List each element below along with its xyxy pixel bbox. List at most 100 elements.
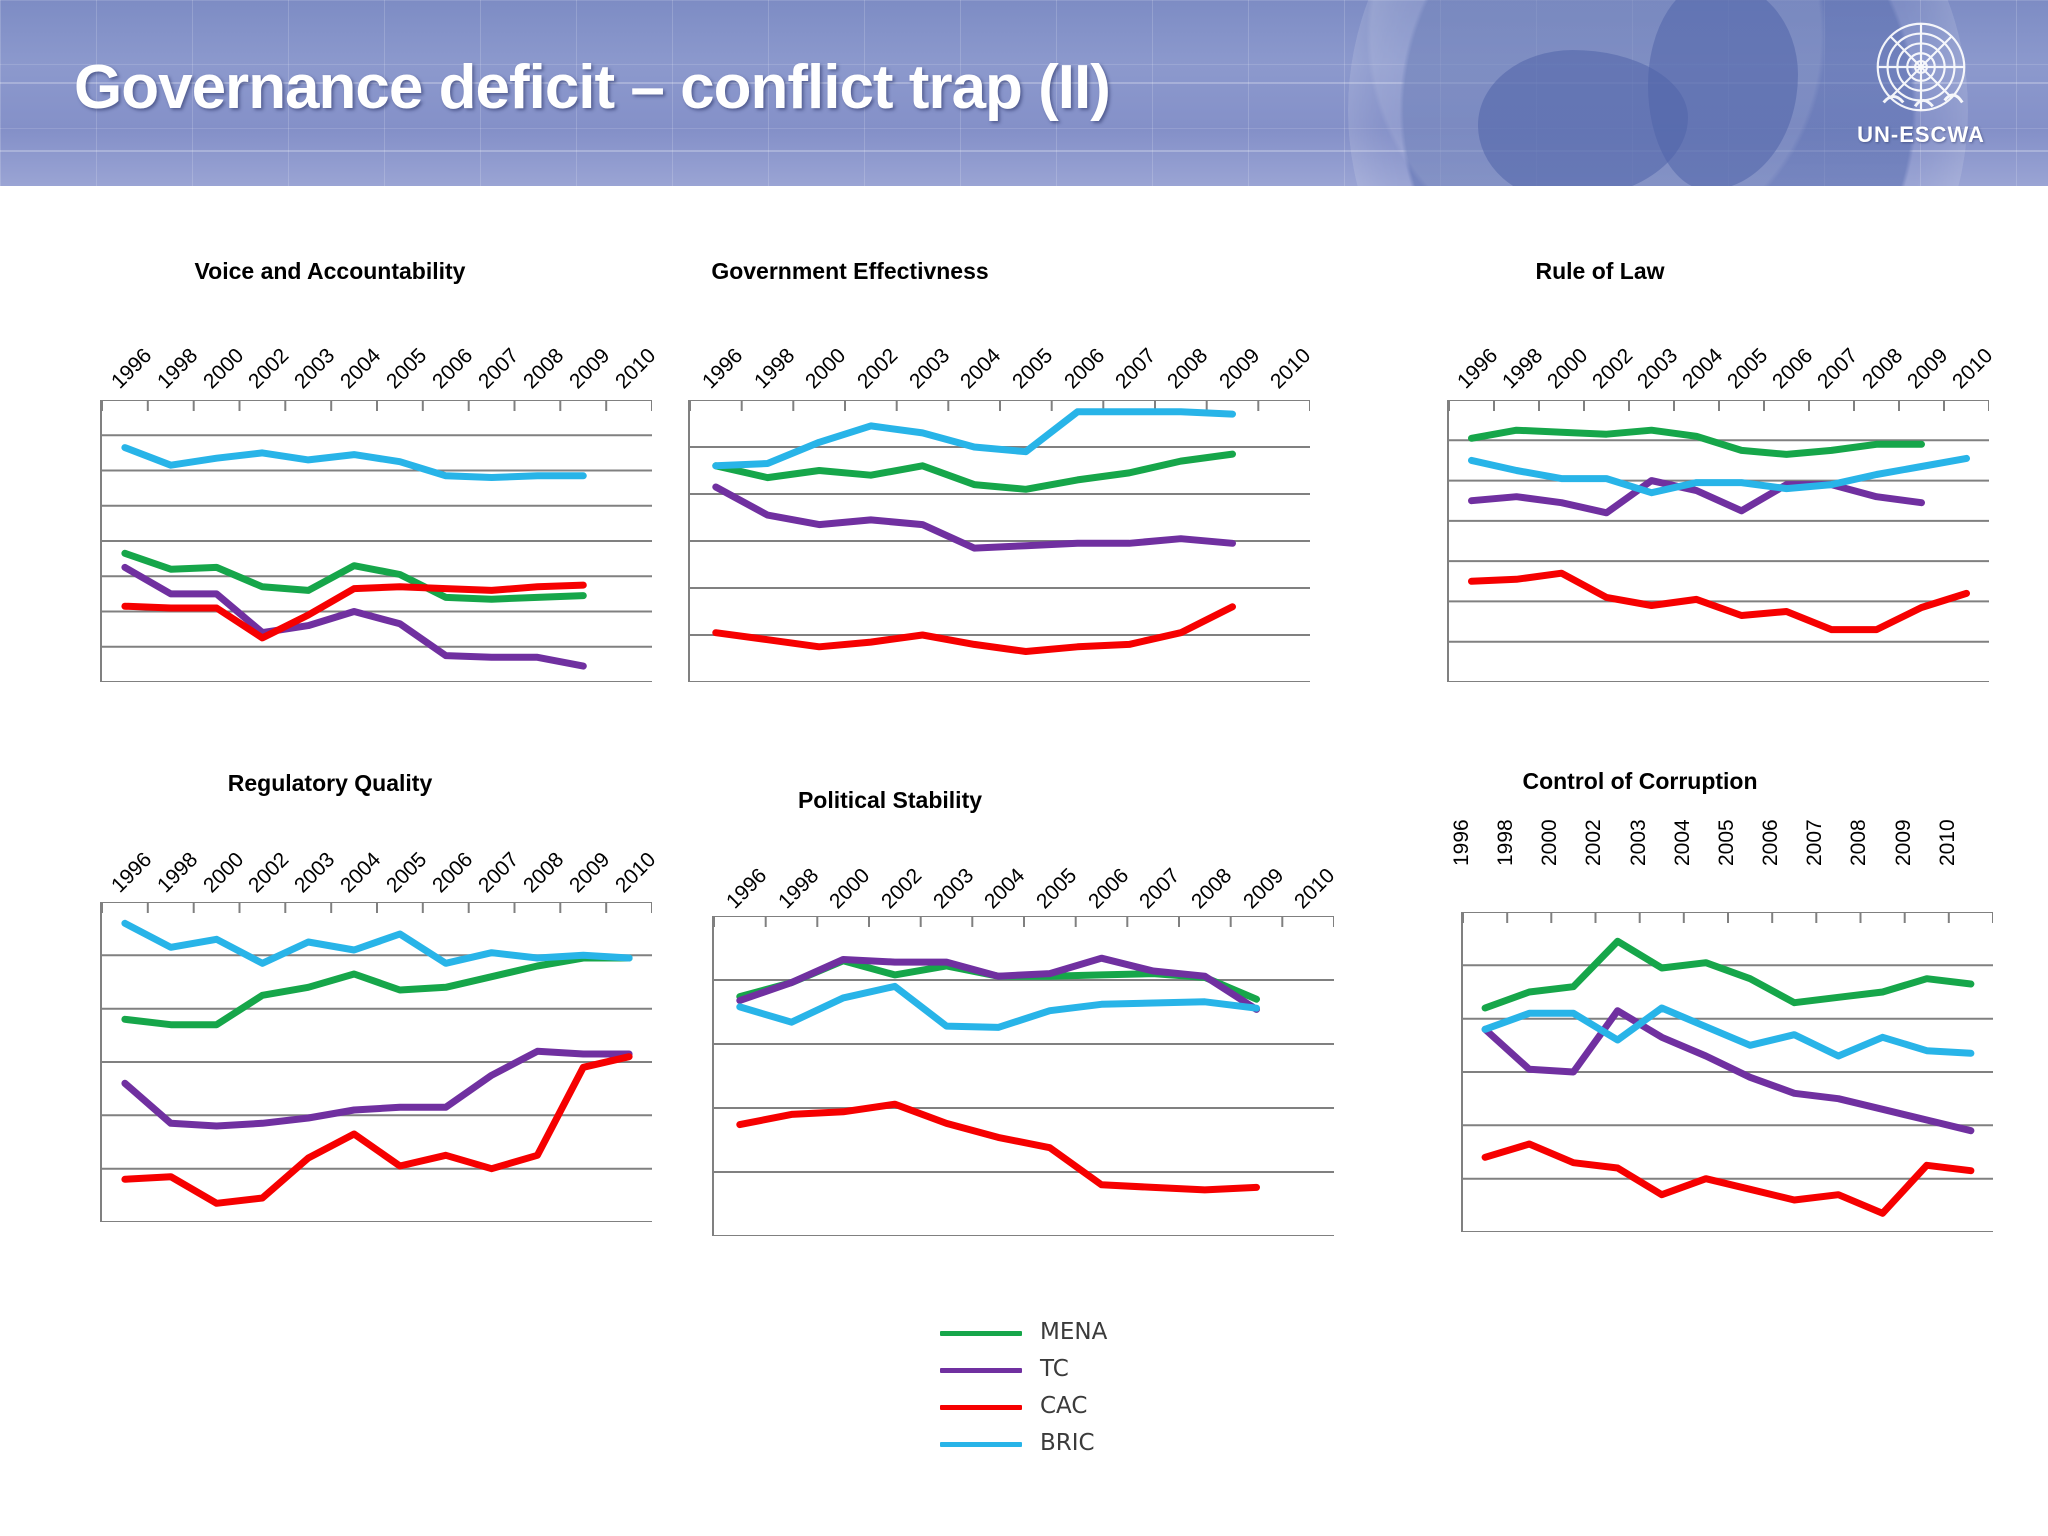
x-tick-label: 2002 <box>1582 819 1606 866</box>
x-tick-label: 2009 <box>1903 343 1953 394</box>
plot-area-voice-and-accountability <box>100 400 652 682</box>
series-line-tc <box>736 954 1260 1013</box>
x-tick-label: 2008 <box>519 847 569 898</box>
slide-header: Governance deficit – conflict trap (II) <box>0 0 2048 186</box>
series-line-mena <box>1468 426 1925 458</box>
legend-item-bric: BRIC <box>940 1426 1260 1463</box>
x-tick-label: 2003 <box>928 863 978 914</box>
x-tick-label: 1996 <box>1449 819 1473 866</box>
x-tick-label: 2002 <box>852 343 903 394</box>
x-tick-label: 2009 <box>1891 819 1915 866</box>
series-line-tc <box>1481 1007 1975 1135</box>
chart-title-voice-and-accountability: Voice and Accountability <box>194 258 466 284</box>
legend-item-cac: CAC <box>940 1389 1260 1426</box>
legend-swatch-mena <box>940 1331 1022 1336</box>
series-line-mena <box>121 549 587 603</box>
x-tick-label: 2006 <box>427 847 477 898</box>
chart-title-rule-of-law: Rule of Law <box>1535 258 1665 284</box>
x-tick-label: 1998 <box>749 343 799 394</box>
series-line-cac <box>121 1053 633 1207</box>
chart-title-government-effectivness: Government Effectivness <box>711 258 989 284</box>
x-tick-label: 2004 <box>980 863 1030 914</box>
header-band <box>0 82 2048 84</box>
plot-area-government-effectivness <box>688 400 1310 682</box>
series-line-cac <box>121 581 587 642</box>
x-tick-label: 2005 <box>1007 343 1058 394</box>
x-tick-label: 2006 <box>1083 863 1133 914</box>
x-tick-label: 2009 <box>565 343 615 394</box>
series-line-cac <box>1481 1140 1975 1217</box>
series-line-tc <box>121 563 587 670</box>
legend-item-mena: MENA <box>940 1315 1260 1352</box>
x-tick-label: 1996 <box>106 343 157 394</box>
x-tick-label: 2004 <box>336 847 386 898</box>
x-tick-label: 2004 <box>1670 819 1694 866</box>
x-tick-label: 2010 <box>1935 819 1959 866</box>
x-tick-label: 2004 <box>336 343 386 394</box>
x-tick-label: 2007 <box>473 343 523 394</box>
x-tick-label: 2007 <box>1803 819 1827 866</box>
plot-area-regulatory-quality <box>100 902 652 1222</box>
x-tick-label: 1996 <box>721 863 772 914</box>
x-tick-label: 1998 <box>152 847 202 898</box>
x-tick-label: 2009 <box>1238 863 1288 914</box>
x-tick-label: 1998 <box>1494 819 1518 866</box>
legend-label: MENA <box>1040 1319 1108 1345</box>
plot-area-rule-of-law <box>1447 400 1989 682</box>
x-tick-label: 2007 <box>1111 343 1161 394</box>
x-tick-label: 1998 <box>773 863 823 914</box>
series-line-bric <box>736 982 1260 1031</box>
x-tick-label: 2004 <box>956 343 1006 394</box>
x-tick-label: 2005 <box>1714 819 1738 866</box>
x-tick-label: 2000 <box>1538 819 1562 866</box>
x-tick-label: 2003 <box>904 343 954 394</box>
legend-label: CAC <box>1040 1393 1088 1419</box>
x-tick-label: 2002 <box>876 863 927 914</box>
x-tick-label: 1996 <box>1453 343 1503 394</box>
x-tick-label: 2006 <box>427 343 477 394</box>
x-tick-label: 2002 <box>244 343 294 394</box>
chart-title-control-of-corruption: Control of Corruption <box>1522 768 1758 794</box>
x-tick-label: 2003 <box>290 847 340 898</box>
x-tick-label: 2003 <box>1633 343 1683 394</box>
series-line-mena <box>1481 937 1975 1012</box>
x-tick-label: 2004 <box>1678 343 1728 394</box>
x-tick-label: 2008 <box>1847 819 1871 866</box>
x-tick-label: 2006 <box>1059 343 1109 394</box>
series-line-cac <box>1468 569 1970 634</box>
x-tick-label: 2010 <box>1290 863 1340 914</box>
x-tick-label: 2007 <box>473 847 523 898</box>
series-line-mena <box>121 954 633 1029</box>
x-tick-label: 2002 <box>1588 343 1638 394</box>
chart-title-political-stability: Political Stability <box>797 787 983 813</box>
x-tick-label: 2009 <box>565 847 615 898</box>
header-band <box>0 150 2048 152</box>
series-line-tc <box>1468 477 1925 517</box>
un-escwa-logo: UN-ESCWA <box>1836 8 2006 158</box>
chart-title-regulatory-quality: Regulatory Quality <box>227 770 433 796</box>
series-line-tc <box>121 1047 633 1130</box>
x-tick-label: 2010 <box>611 343 661 394</box>
plot-area-control-of-corruption <box>1461 912 1993 1232</box>
x-tick-label: 2006 <box>1759 819 1783 866</box>
x-tick-label: 2000 <box>198 343 248 394</box>
series-line-bric <box>1481 1004 1975 1060</box>
x-tick-label: 1998 <box>152 343 202 394</box>
x-tick-label: 1996 <box>697 343 748 394</box>
x-tick-label: 2007 <box>1135 863 1185 914</box>
legend-label: TC <box>1040 1356 1069 1382</box>
x-tick-label: 2008 <box>1858 343 1908 394</box>
x-tick-label: 2008 <box>1162 343 1213 394</box>
x-tick-label: 2003 <box>290 343 340 394</box>
legend-swatch-bric <box>940 1442 1022 1447</box>
series-line-bric <box>1468 454 1970 497</box>
x-tick-label: 2005 <box>381 847 432 898</box>
x-tick-label: 2005 <box>1031 863 1082 914</box>
x-tick-label: 2010 <box>1948 343 1998 394</box>
x-tick-label: 1996 <box>106 847 157 898</box>
series-line-cac <box>736 1100 1260 1194</box>
series-line-bric <box>121 919 633 967</box>
x-tick-label: 2000 <box>1543 343 1593 394</box>
series-line-bric <box>121 444 587 481</box>
x-tick-label: 2000 <box>825 863 875 914</box>
